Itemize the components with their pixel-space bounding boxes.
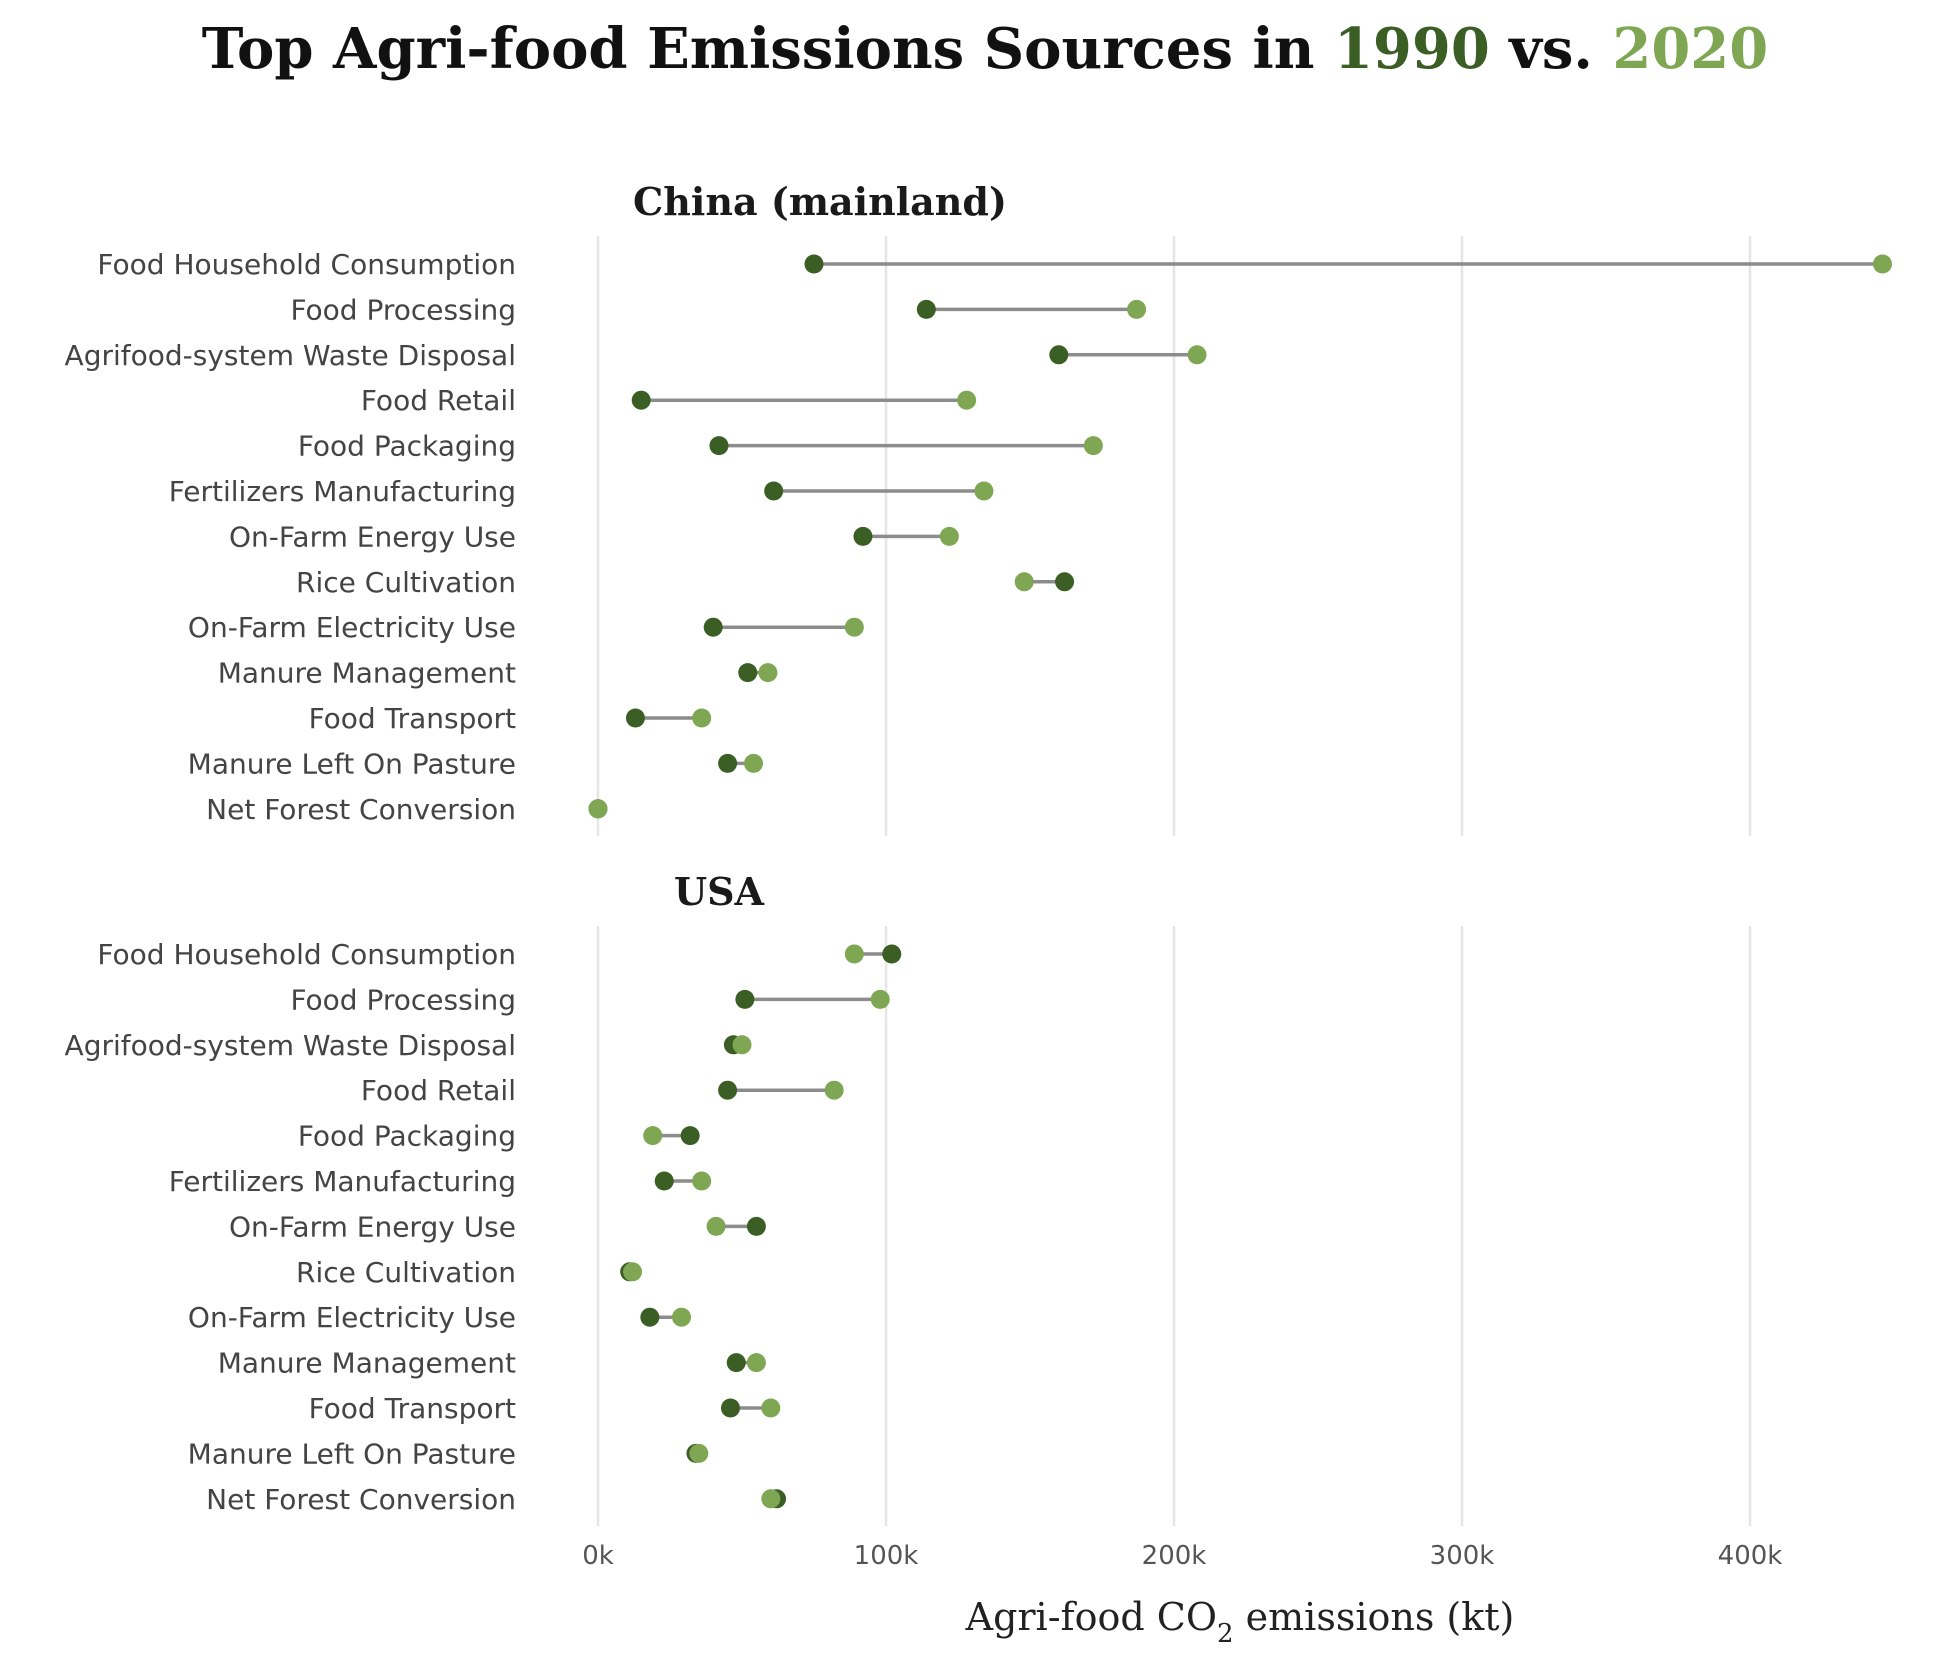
- point-2020-china-4: [1083, 436, 1103, 456]
- point-2020-usa-5: [692, 1171, 712, 1191]
- category-label-usa-2: Agrifood-system Waste Disposal: [65, 1029, 516, 1062]
- point-2020-china-12: [588, 799, 608, 819]
- gridlines: [596, 236, 1752, 1526]
- category-label-china-5: Fertilizers Manufacturing: [169, 475, 516, 508]
- point-1990-usa-5: [654, 1171, 674, 1191]
- point-1990-usa-8: [640, 1307, 660, 1327]
- point-1990-china-1: [916, 299, 936, 319]
- point-1990-china-0: [804, 254, 824, 274]
- point-1990-china-7: [1055, 572, 1075, 592]
- category-label-usa-12: Net Forest Conversion: [206, 1483, 516, 1516]
- category-label-china-0: Food Household Consumption: [97, 248, 516, 281]
- chart-title-year-2020: 2020: [1612, 16, 1768, 82]
- point-2020-china-1: [1127, 299, 1147, 319]
- category-label-china-11: Manure Left On Pasture: [188, 747, 516, 780]
- point-1990-china-9: [738, 663, 758, 683]
- category-label-china-7: Rice Cultivation: [296, 566, 516, 599]
- x-tick-label-4: 400k: [1718, 1541, 1783, 1571]
- point-1990-china-8: [703, 617, 723, 637]
- point-2020-china-6: [939, 526, 959, 546]
- point-2020-china-8: [844, 617, 864, 637]
- point-2020-usa-6: [706, 1216, 726, 1236]
- category-label-usa-10: Food Transport: [309, 1392, 516, 1425]
- category-label-china-10: Food Transport: [309, 702, 516, 735]
- panel-title-china: China (mainland): [633, 179, 1007, 224]
- point-2020-usa-4: [643, 1126, 663, 1146]
- panel-china: China (mainland) Food Household Consumpti…: [65, 179, 1892, 826]
- panel-title-usa: USA: [674, 869, 765, 914]
- category-label-usa-0: Food Household Consumption: [97, 938, 516, 971]
- point-1990-china-6: [853, 526, 873, 546]
- point-2020-china-7: [1014, 572, 1034, 592]
- point-1990-china-10: [625, 708, 645, 728]
- point-2020-usa-10: [761, 1398, 781, 1418]
- point-1990-usa-4: [680, 1126, 700, 1146]
- x-tick-label-0: 0k: [582, 1541, 614, 1571]
- chart-title-prefix: Top Agri-food Emissions Sources in: [202, 16, 1334, 82]
- x-tick-label-2: 200k: [1142, 1541, 1207, 1571]
- panel-usa: USA Food Household Consumption Food Proces…: [65, 869, 902, 1516]
- category-label-china-8: On-Farm Electricity Use: [188, 611, 516, 644]
- category-label-china-3: Food Retail: [361, 384, 516, 417]
- point-2020-china-3: [957, 390, 977, 410]
- point-2020-china-9: [758, 663, 778, 683]
- point-2020-china-5: [974, 481, 994, 501]
- point-2020-usa-11: [689, 1443, 709, 1463]
- point-2020-usa-9: [746, 1353, 766, 1373]
- category-label-usa-7: Rice Cultivation: [296, 1256, 516, 1289]
- x-axis-title-main: Agri-food CO: [965, 1595, 1217, 1639]
- x-tick-label-3: 300k: [1430, 1541, 1495, 1571]
- point-1990-usa-6: [746, 1216, 766, 1236]
- category-label-usa-8: On-Farm Electricity Use: [188, 1301, 516, 1334]
- point-2020-china-11: [744, 753, 764, 773]
- category-label-usa-6: On-Farm Energy Use: [229, 1210, 516, 1243]
- chart-title-year-1990: 1990: [1334, 16, 1490, 82]
- point-2020-usa-0: [844, 944, 864, 964]
- chart-title: Top Agri-food Emissions Sources in 1990 …: [202, 16, 1768, 82]
- category-label-usa-5: Fertilizers Manufacturing: [169, 1165, 516, 1198]
- point-1990-china-3: [631, 390, 651, 410]
- category-label-china-4: Food Packaging: [298, 430, 516, 463]
- category-label-usa-3: Food Retail: [361, 1074, 516, 1107]
- panels: China (mainland) Food Household Consumpti…: [65, 179, 1892, 1516]
- x-axis-title-subscript: 2: [1217, 1619, 1234, 1649]
- category-label-usa-1: Food Processing: [290, 983, 516, 1016]
- point-1990-usa-9: [726, 1353, 746, 1373]
- point-1990-usa-3: [718, 1080, 738, 1100]
- point-2020-china-2: [1187, 345, 1207, 365]
- x-axis-title: Agri-food CO2 emissions (kt): [965, 1595, 1515, 1649]
- point-2020-usa-2: [732, 1035, 752, 1055]
- category-label-china-12: Net Forest Conversion: [206, 793, 516, 826]
- point-1990-usa-10: [720, 1398, 740, 1418]
- category-label-china-9: Manure Management: [218, 657, 516, 690]
- point-2020-usa-8: [672, 1307, 692, 1327]
- x-tick-label-1: 100k: [854, 1541, 919, 1571]
- point-2020-usa-1: [870, 989, 890, 1009]
- category-label-china-1: Food Processing: [290, 293, 516, 326]
- point-1990-usa-1: [735, 989, 755, 1009]
- category-label-usa-4: Food Packaging: [298, 1120, 516, 1153]
- point-1990-china-2: [1049, 345, 1069, 365]
- category-label-usa-11: Manure Left On Pasture: [188, 1437, 516, 1470]
- category-label-china-6: On-Farm Energy Use: [229, 520, 516, 553]
- chart-title-middle: vs.: [1490, 16, 1613, 82]
- category-label-china-2: Agrifood-system Waste Disposal: [65, 339, 516, 372]
- x-axis-title-rest: emissions (kt): [1234, 1595, 1515, 1639]
- point-1990-china-5: [764, 481, 784, 501]
- point-2020-usa-12: [761, 1489, 781, 1509]
- point-1990-china-4: [709, 436, 729, 456]
- x-axis: 0k 100k 200k 300k 400k: [582, 1541, 1782, 1571]
- point-1990-china-11: [718, 753, 738, 773]
- point-2020-china-0: [1872, 254, 1892, 274]
- category-label-usa-9: Manure Management: [218, 1347, 516, 1380]
- point-2020-china-10: [692, 708, 712, 728]
- point-2020-usa-7: [623, 1262, 643, 1282]
- point-2020-usa-3: [824, 1080, 844, 1100]
- point-1990-usa-0: [882, 944, 902, 964]
